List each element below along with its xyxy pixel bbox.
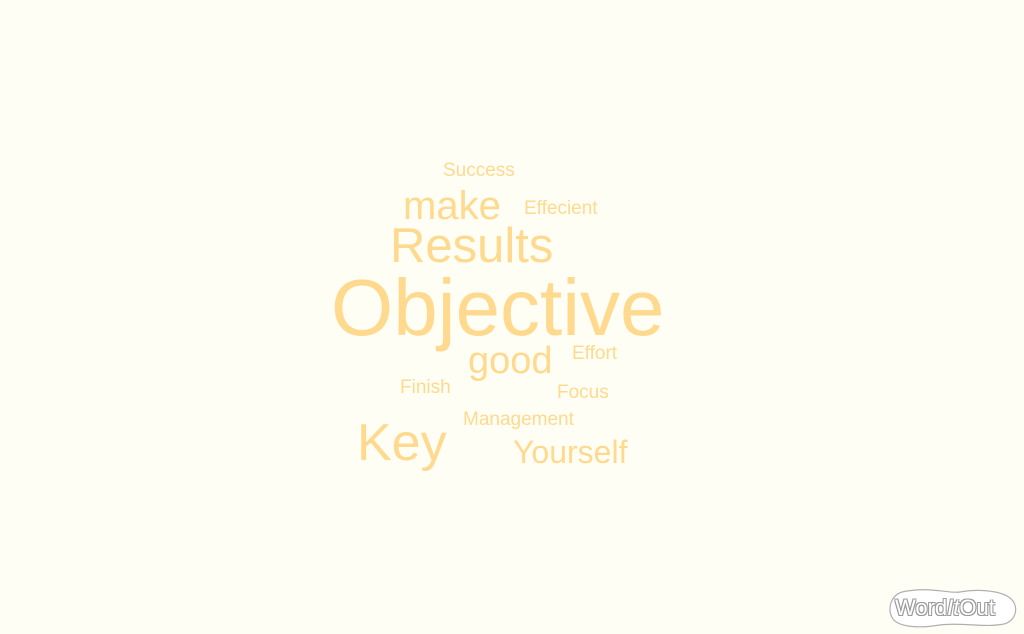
word-good: good (468, 340, 553, 382)
word-effort: Effort (572, 343, 618, 364)
word-results: Results (390, 219, 554, 273)
logo-badge-icon (889, 589, 1017, 628)
word-success: Success (443, 160, 515, 181)
word-key: Key (357, 414, 447, 472)
word-finish: Finish (400, 377, 451, 398)
logo-text: WordItOut (895, 597, 995, 619)
word-management: Management (463, 409, 574, 430)
word-yourself: Yourself (513, 434, 628, 470)
word-effecient: Effecient (524, 198, 598, 219)
logo-out: Out (959, 595, 995, 620)
logo-word: Word (895, 595, 948, 620)
word-focus: Focus (557, 382, 609, 403)
wordit-out-logo[interactable]: WordItOut (888, 588, 1018, 628)
word-make: make (403, 184, 501, 228)
word-objective: Objective (331, 263, 665, 352)
logo-it: It (947, 595, 960, 620)
